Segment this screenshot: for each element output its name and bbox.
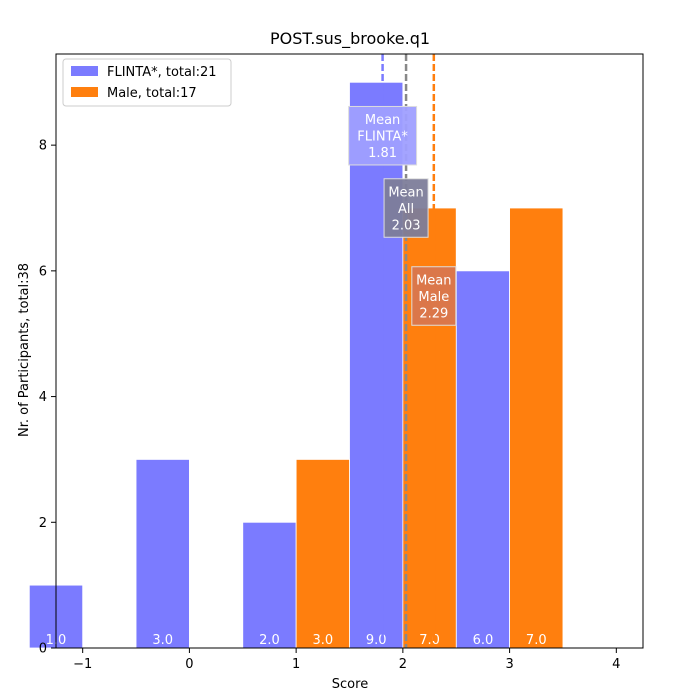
- x-tick-label: 4: [612, 657, 620, 672]
- mean-label-box: [411, 266, 457, 326]
- x-tick-label: 3: [505, 657, 513, 672]
- mean-label-text: FLINTA*: [357, 129, 408, 144]
- y-axis-label: Nr. of Participants, total:38: [17, 263, 32, 437]
- x-tick-label: 2: [399, 657, 407, 672]
- x-tick-label: 1: [292, 657, 300, 672]
- y-tick-label: 8: [39, 139, 47, 154]
- mean-label-text: 2.03: [392, 218, 421, 233]
- y-tick-label: 4: [39, 390, 47, 405]
- legend-swatch: [71, 87, 98, 97]
- y-tick-label: 2: [39, 516, 47, 531]
- mean-label-text: Mean: [388, 185, 423, 200]
- x-tick-label: −1: [73, 657, 92, 672]
- bar-value-label: 6.0: [473, 633, 494, 648]
- bar-flinta: [135, 459, 190, 649]
- bar-value-label: 2.0: [259, 633, 280, 648]
- axes-frame: [55, 53, 644, 649]
- y-tick-label: 0: [39, 642, 47, 657]
- mean-label-text: Male: [418, 290, 449, 305]
- bar-value-label: 7.0: [419, 633, 440, 648]
- mean-label-text: Mean: [365, 113, 400, 128]
- mean-label-box: [383, 178, 429, 238]
- bar-value-label: 3.0: [312, 633, 333, 648]
- bar-value-label: 3.0: [152, 633, 173, 648]
- bar-value-label: 7.0: [526, 633, 547, 648]
- plot-area: 1.0 3.0 2.0 9.0 6.03.0 7.0 7.0MeanFLINTA*1.81M…: [28, 53, 644, 672]
- mean-label-text: All: [398, 202, 414, 217]
- mean-label-text: 1.81: [368, 146, 397, 161]
- legend-label: FLINTA*, total:21: [107, 65, 217, 80]
- x-tick-label: 0: [185, 657, 193, 672]
- legend-label: Male, total:17: [107, 86, 197, 101]
- bar-flinta: [349, 81, 404, 649]
- legend-swatch: [71, 66, 98, 76]
- mean-label-box: [348, 105, 418, 166]
- chart-title: POST.sus_brooke.q1: [270, 29, 430, 49]
- y-tick-label: 6: [39, 264, 47, 279]
- mean-label-text: Mean: [416, 273, 451, 288]
- x-axis-label: Score: [332, 677, 368, 692]
- mean-label-text: 2.29: [419, 306, 448, 321]
- bar-flinta: [455, 270, 510, 649]
- legend-box: [62, 58, 232, 107]
- bar-male: [295, 459, 350, 649]
- bar-male: [509, 207, 564, 649]
- bar-flinta: [242, 521, 297, 649]
